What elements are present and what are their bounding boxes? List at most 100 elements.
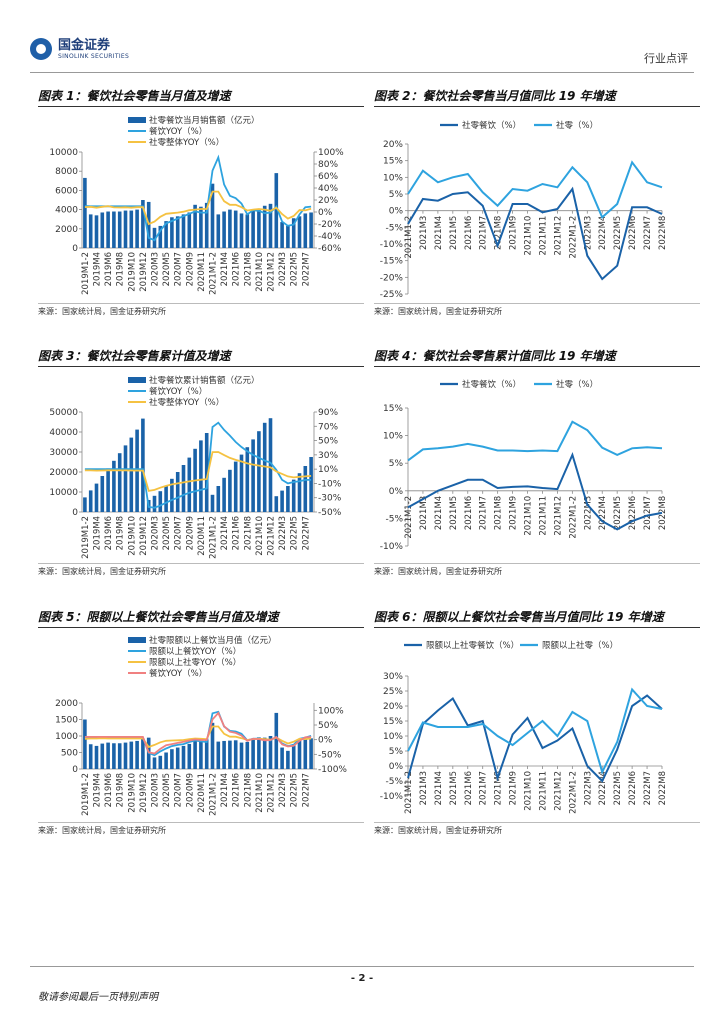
bar: [88, 490, 93, 512]
x-tick-label: 2021M10: [255, 773, 265, 813]
bar: [175, 472, 180, 512]
bar: [170, 749, 174, 769]
x-tick-label: 2021M12: [267, 516, 277, 556]
y-tick-label-right: 90%: [318, 408, 338, 418]
x-tick-label: 2021M1-2: [404, 771, 414, 814]
x-tick-label: 2019M10: [127, 773, 137, 813]
x-tick-label: 2021M7: [479, 216, 489, 250]
x-tick-label: 2022M3: [583, 771, 593, 805]
legend-label: 社零餐饮累计销售额（亿元）: [149, 375, 260, 386]
bar: [268, 736, 273, 769]
bar: [280, 222, 284, 248]
x-tick-label: 2019M12: [139, 516, 149, 556]
bar: [309, 457, 313, 512]
x-tick-label: 2022M4: [598, 496, 608, 530]
bar: [262, 737, 267, 769]
chart-title: 图表 2：餐饮社会零售当月值同比 19 年增速: [374, 86, 700, 107]
bar: [222, 211, 226, 248]
series-line: [84, 451, 312, 492]
chart-panel-1: 图表 1：餐饮社会零售当月值及增速 0 2000 4000 6000 8000 10000…: [38, 86, 364, 322]
x-tick-label: 2021M9: [509, 496, 519, 530]
y-tick-label-left: 50000: [49, 408, 78, 418]
bar: [262, 205, 267, 248]
y-tick-label-left: 4000: [55, 206, 78, 216]
bar: [106, 468, 110, 512]
x-tick-label: 2019M4: [93, 516, 103, 550]
series-line: [407, 694, 663, 783]
disclaimer: 敬请参阅最后一页特别声明: [38, 992, 158, 1003]
y-tick-label: 0%: [389, 207, 404, 217]
x-tick-label: 2022M5: [290, 773, 300, 807]
source-divider: [38, 822, 364, 823]
x-tick-label: 2021M3: [419, 496, 429, 530]
x-tick-label: 2021M1-2: [404, 216, 414, 259]
y-tick-label-right: 100%: [318, 148, 344, 158]
x-tick-label: 2021M6: [232, 252, 242, 286]
series-line: [407, 452, 663, 531]
bar: [193, 739, 197, 769]
bar: [257, 208, 261, 248]
chart-title: 图表 4：餐饮社会零售累计值同比 19 年增速: [374, 346, 700, 367]
legend-label: 限额以上社零餐饮（%）: [426, 640, 519, 651]
x-tick-label: 2019M10: [127, 252, 137, 292]
x-tick-label: 2021M12: [553, 771, 563, 811]
y-tick-label: -10%: [380, 792, 404, 802]
bar: [175, 747, 180, 769]
x-tick-label: 2022M6: [628, 216, 638, 250]
x-tick-label: 2022M3: [278, 252, 288, 286]
bar: [94, 215, 99, 248]
bar: [152, 227, 157, 248]
x-tick-label: 2022M4: [598, 216, 608, 250]
x-tick-label: 2021M6: [232, 773, 242, 807]
y-tick-label: 30%: [383, 672, 403, 682]
x-tick-label: 2021M8: [494, 771, 504, 805]
y-tick-label: 5%: [389, 190, 404, 200]
bar: [286, 225, 290, 248]
y-tick-label-right: 60%: [318, 172, 338, 182]
bar: [106, 211, 110, 248]
x-tick-label: 2020M9: [185, 773, 195, 807]
y-tick-label-left: 0: [72, 765, 78, 775]
x-tick-label: 2022M7: [643, 216, 653, 250]
footer-divider: [30, 966, 694, 967]
bar: [94, 745, 99, 769]
source-divider: [374, 822, 700, 823]
legend-label: 社零（%）: [556, 120, 598, 131]
chart-source: 来源：国家统计局，国金证券研究所: [374, 826, 502, 835]
bar: [187, 743, 192, 769]
x-tick-label: 2020M5: [162, 516, 172, 550]
x-tick-label: 2019M4: [93, 773, 103, 807]
y-tick-label-left: 20000: [49, 468, 78, 478]
bar: [112, 211, 116, 248]
x-tick-label: 2021M4: [220, 516, 230, 550]
y-tick-label-right: 70%: [318, 422, 338, 432]
x-tick-label: 2021M4: [220, 773, 230, 807]
x-tick-label: 2021M10: [255, 252, 265, 292]
bar: [204, 202, 209, 248]
x-tick-label: 2019M8: [116, 252, 126, 286]
x-tick-label: 2021M11: [538, 771, 548, 811]
y-tick-label: 20%: [383, 140, 403, 150]
y-tick-label-right: 30%: [318, 451, 338, 461]
x-tick-label: 2022M1-2: [568, 771, 578, 814]
x-tick-label: 2021M12: [267, 252, 277, 292]
bar: [222, 477, 226, 512]
x-tick-label: 2021M4: [434, 216, 444, 250]
bar: [181, 465, 186, 512]
bar: [135, 740, 139, 769]
x-tick-label: 2021M6: [464, 216, 474, 250]
bar: [274, 173, 279, 248]
chart-panel-2: 图表 2：餐饮社会零售当月值同比 19 年增速 -25% -20% -15% -10%…: [374, 86, 700, 322]
series-line: [407, 160, 663, 219]
y-tick-label-left: 1000: [55, 732, 78, 742]
y-tick-label-left: 8000: [55, 167, 78, 177]
x-tick-label: 2022M7: [301, 516, 311, 550]
legend-swatch: [128, 117, 146, 123]
chart-source: 来源：国家统计局，国金证券研究所: [374, 307, 502, 316]
bar: [309, 738, 313, 769]
bar: [245, 741, 250, 769]
source-divider: [374, 563, 700, 564]
bar: [187, 212, 192, 248]
bar: [129, 437, 134, 512]
x-tick-label: 2019M12: [139, 252, 149, 292]
